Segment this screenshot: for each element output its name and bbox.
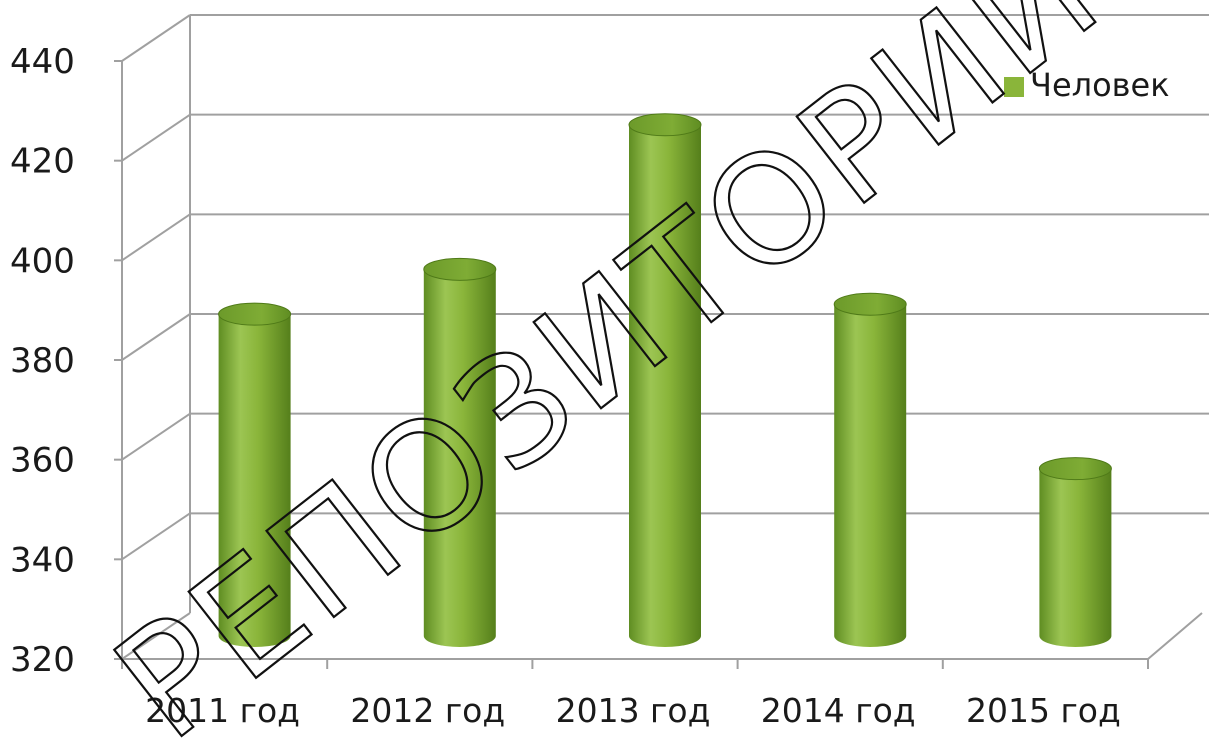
bar-2015-год: [1038, 457, 1112, 647]
gridline-diagonal: [121, 412, 191, 461]
bar-body: [218, 314, 291, 647]
x-tick-label: 2013 год: [556, 691, 711, 730]
bars: [218, 113, 1112, 648]
y-tick-label: 340: [10, 540, 75, 580]
gridline-diagonal: [121, 512, 191, 561]
y-tick-label: 440: [10, 42, 75, 82]
gridline-diagonal: [121, 14, 191, 62]
bar-top: [628, 113, 702, 137]
bar-body: [629, 124, 701, 648]
bar-2013-год: [628, 113, 702, 648]
y-tick-label: 360: [10, 441, 75, 481]
y-tick-label: 400: [10, 241, 75, 281]
bar-body: [1039, 468, 1112, 647]
x-tick-label: 2015 год: [966, 691, 1121, 730]
y-axis-ticks: 320 340 360 380 400 420 440: [10, 42, 1149, 680]
gridline-diagonal: [121, 213, 191, 262]
bar-2012-год: [423, 257, 497, 647]
bar-top: [1038, 457, 1112, 481]
gridline-diagonal: [121, 313, 191, 361]
y-tick-label: 380: [10, 341, 75, 381]
bar-2011-год: [218, 302, 292, 647]
bar-top: [218, 302, 292, 326]
x-tick-label: 2011 год: [145, 691, 300, 730]
legend-label: Человек: [1030, 66, 1170, 104]
y-tick-label: 420: [10, 142, 75, 182]
x-axis-labels: 2011 год 2012 год 2013 год 2014 год 2015 год: [145, 691, 1121, 730]
bar-top: [833, 292, 907, 316]
bar-top: [423, 257, 497, 281]
x-tick-label: 2014 год: [761, 691, 916, 730]
bar-body: [834, 304, 907, 647]
y-tick-label: 320: [10, 640, 75, 680]
gridline-diagonal: [121, 612, 191, 660]
gridline-diagonal: [121, 113, 191, 162]
legend: Человек: [1004, 66, 1170, 104]
bar-body: [423, 269, 496, 647]
x-tick-label: 2012 год: [350, 691, 505, 730]
legend-swatch: [1004, 77, 1024, 97]
bar-2014-год: [833, 292, 907, 647]
